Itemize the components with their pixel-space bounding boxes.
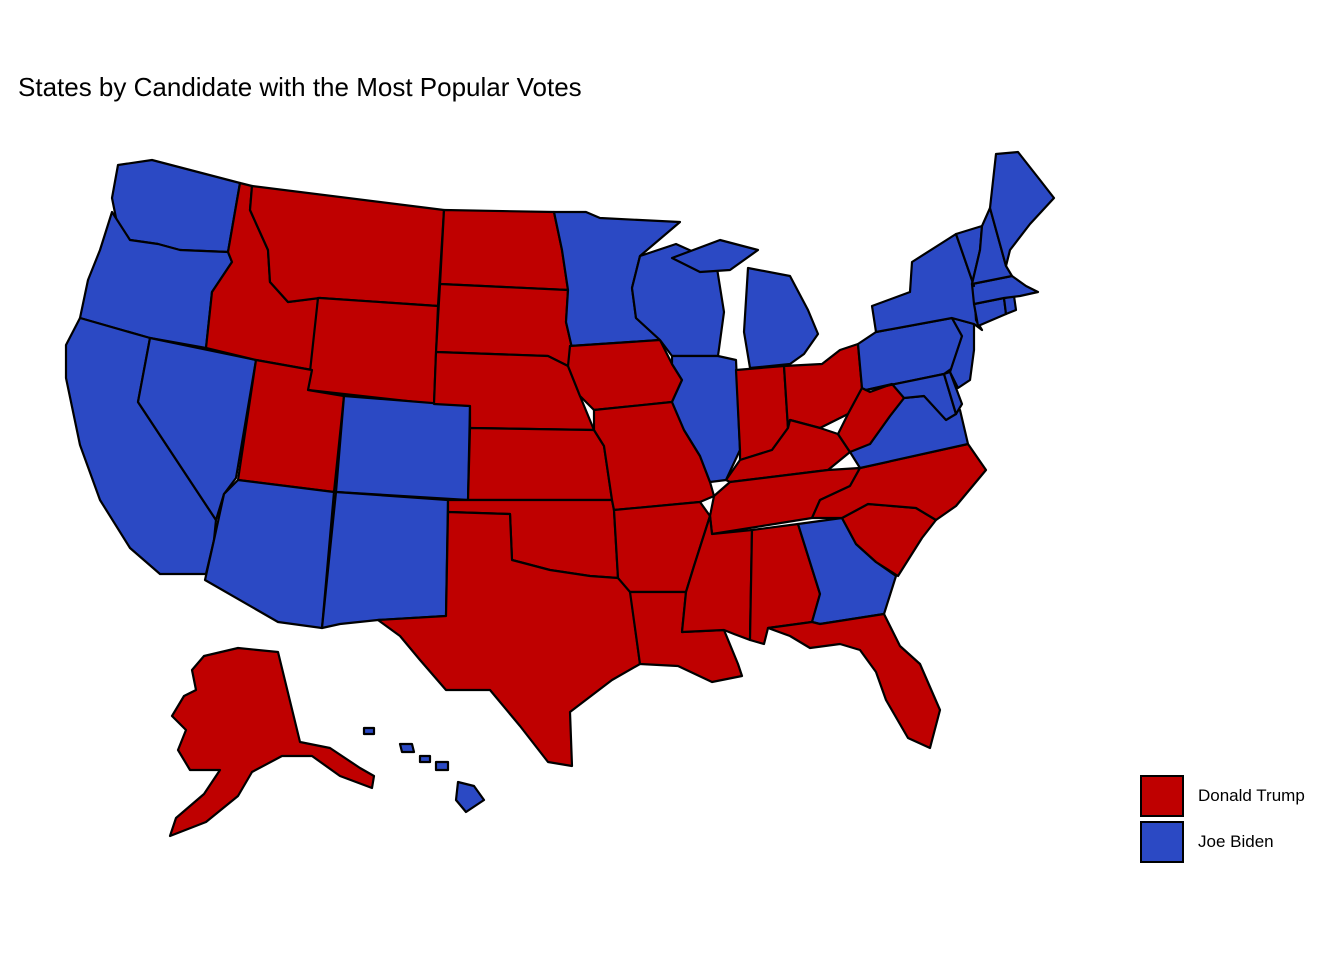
state-CO [334, 394, 472, 502]
state-AK [168, 646, 376, 838]
state-WA [110, 158, 242, 254]
state-ND [438, 208, 570, 292]
state-TX [376, 510, 642, 768]
state-HI [362, 726, 486, 814]
legend-item-biden: Joe Biden [1140, 820, 1274, 864]
state-IL [670, 354, 742, 484]
state-MT [248, 184, 446, 308]
state-WY [306, 296, 440, 406]
state-IA [566, 338, 684, 412]
state-ME [988, 150, 1056, 268]
legend-label-trump: Donald Trump [1198, 786, 1305, 805]
state-NC [810, 442, 988, 522]
state-FL [766, 612, 942, 750]
state-MI [670, 238, 820, 370]
legend-swatch-biden [1140, 821, 1184, 863]
state-NJ [948, 316, 976, 390]
legend-swatch-trump [1140, 775, 1184, 817]
state-NM [320, 490, 450, 630]
state-DE [942, 370, 964, 416]
map-title: States by Candidate with the Most Popula… [18, 72, 582, 102]
state-KS [466, 426, 614, 502]
state-MA [970, 274, 1040, 306]
legend-item-trump: Donald Trump [1140, 774, 1305, 818]
state-AZ [203, 478, 336, 630]
legend-label-biden: Joe Biden [1198, 832, 1274, 851]
